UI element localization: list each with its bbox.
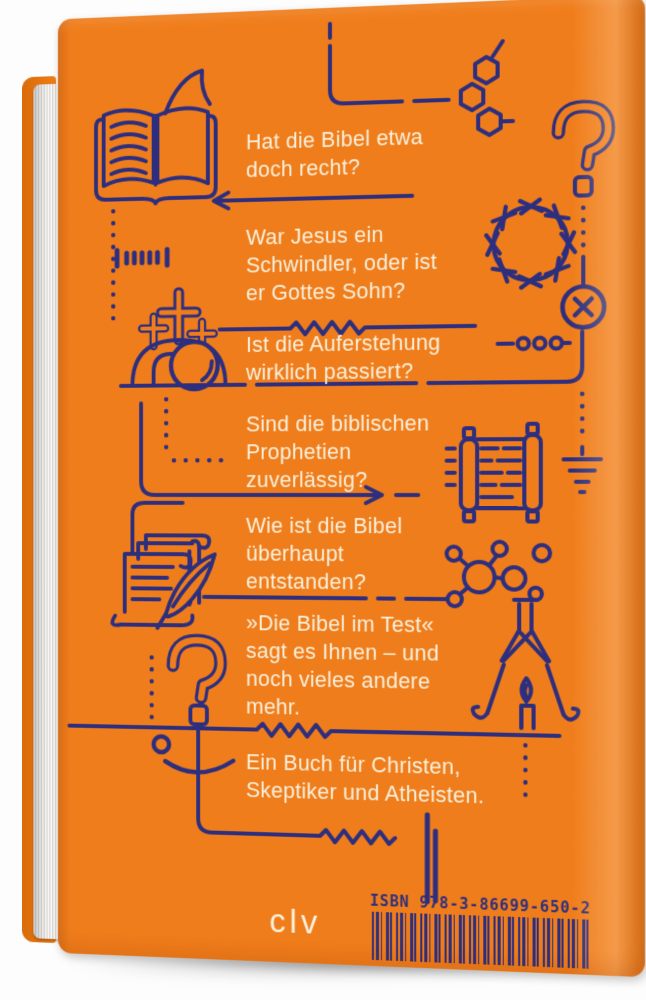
ground-symbol-icon — [564, 394, 601, 492]
question-4: Sind die biblischen Prophetien zuverläss… — [246, 411, 430, 493]
open-book-icon — [96, 70, 216, 205]
flow-line-top-elbow — [330, 19, 449, 104]
barcode — [371, 911, 589, 969]
bead-chain-icon — [498, 337, 570, 349]
question-mark-icon — [558, 106, 608, 196]
manuscript-quill-icon — [112, 535, 214, 629]
flask-candle-icon — [473, 599, 579, 729]
audience-text: Ein Buch für Christen, Skeptiker und Ath… — [246, 750, 485, 809]
molecule-atoms-icon — [447, 542, 551, 608]
publisher-logo: clv — [269, 901, 322, 941]
statement-text: »Die Bibel im Test« sagt es Ihnen – und … — [246, 611, 440, 720]
question-5: Wie ist die Bibel überhaupt entstanden? — [246, 513, 403, 595]
flow-line-under-q5 — [204, 597, 447, 599]
book: Hat die Bibel etwa doch recht? War Jesus… — [22, 0, 646, 988]
torah-scroll-icon — [447, 424, 541, 522]
dotted-elbow-left — [166, 399, 228, 461]
dash-row-icon — [117, 249, 167, 266]
back-cover: Hat die Bibel etwa doch recht? War Jesus… — [57, 0, 645, 978]
question-3: Ist die Auferstehung wirklich passiert? — [246, 330, 441, 385]
wavy-divider-2 — [69, 720, 559, 742]
double-bars-icon — [427, 815, 435, 902]
elbow-by-manuscript — [132, 503, 182, 552]
circled-x-icon — [563, 286, 605, 328]
empty-tomb-icon — [132, 292, 225, 390]
question-2: War Jesus ein Schwindler, oder ist er Go… — [246, 222, 437, 306]
molecule-structure-icon — [461, 41, 513, 136]
question-1: Hat die Bibel etwa doch recht? — [246, 124, 424, 183]
arrow-left-line — [214, 188, 412, 209]
crown-of-thorns-icon — [486, 199, 575, 288]
